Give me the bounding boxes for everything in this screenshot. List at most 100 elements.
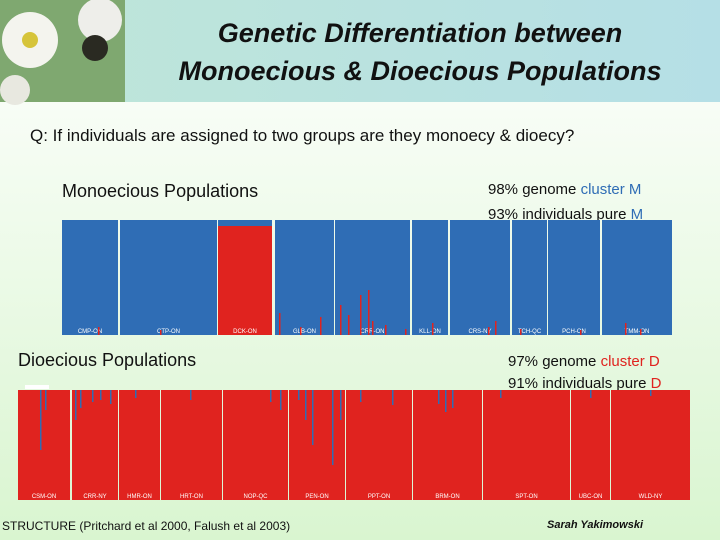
population-label: CMP-ON (78, 329, 102, 335)
question: Q: If individuals are assigned to two gr… (30, 126, 574, 145)
admixture (348, 315, 350, 335)
admixture (218, 220, 272, 226)
stat-highlight: cluster D (601, 353, 660, 370)
population-block (413, 390, 482, 500)
admixture (360, 390, 362, 402)
population-label: GLB-ON (293, 329, 316, 335)
admixture (372, 321, 374, 335)
stat-text: 93% individuals pure (488, 206, 631, 223)
admixture (305, 390, 307, 420)
stat: 98% genome cluster M (488, 181, 641, 198)
admixture (270, 390, 272, 402)
admixture (279, 313, 281, 335)
population-block (72, 390, 118, 500)
population-block (548, 220, 600, 335)
stat: 97% genome cluster D (508, 353, 660, 370)
admixture (520, 329, 522, 335)
section-heading: Monoecious Populations (62, 181, 258, 201)
admixture (190, 390, 192, 400)
population-label: NOP-QC (244, 494, 269, 500)
admixture (45, 390, 47, 410)
population-label: DCK-ON (233, 329, 257, 335)
population-label: SPT-ON (515, 494, 537, 500)
population-block (346, 390, 412, 500)
population-label: WLD-NY (639, 494, 663, 500)
admixture (280, 390, 282, 410)
population-block (161, 390, 222, 500)
citation: STRUCTURE (Pritchard et al 2000, Falush … (2, 519, 290, 533)
admixture (110, 390, 112, 404)
admixture (135, 390, 137, 398)
admixture (320, 317, 322, 335)
population-block (571, 390, 610, 500)
admixture (300, 327, 302, 335)
stat: 91% individuals pure D (508, 375, 662, 392)
population-label: CRR-NY (83, 494, 106, 500)
population-block (18, 390, 70, 500)
population-block (512, 220, 547, 335)
population-block (450, 220, 510, 335)
admixture (488, 327, 490, 335)
population-label: KLL-ON (419, 329, 441, 335)
stat-highlight: D (651, 375, 662, 392)
admixture (98, 327, 100, 335)
admixture (312, 390, 314, 445)
admixture (625, 323, 627, 335)
population-block (611, 390, 690, 500)
population-label: TCH-QC (518, 329, 542, 335)
population-label: HMR-ON (127, 494, 152, 500)
admixture (438, 390, 440, 404)
admixture (405, 329, 407, 335)
section-heading: Dioecious Populations (18, 350, 196, 370)
admixture (495, 321, 497, 335)
population-label: CSM-ON (32, 494, 56, 500)
admixture (80, 390, 82, 408)
admixture (340, 390, 342, 420)
admixture (580, 330, 582, 335)
population-block (602, 220, 672, 335)
population-label: PEN-ON (305, 494, 328, 500)
population-label: CTP-ON (157, 329, 180, 335)
stat-highlight: M (631, 206, 644, 223)
admixture (360, 295, 362, 335)
population-label: PCH-ON (562, 329, 586, 335)
admixture (160, 330, 162, 335)
stat-text: 98% genome (488, 181, 581, 198)
flower-image (0, 0, 125, 105)
population-label: TMM-ON (625, 329, 650, 335)
population-block (218, 220, 272, 335)
population-block (62, 220, 118, 335)
marker (25, 385, 49, 389)
author: Sarah Yakimowski (547, 519, 644, 531)
stat-text: 97% genome (508, 353, 601, 370)
admixture (432, 323, 434, 335)
population-block (412, 220, 448, 335)
admixture (340, 305, 342, 335)
population-block (120, 220, 217, 335)
population-label: HRT-ON (180, 494, 203, 500)
admixture (92, 390, 94, 402)
population-label: CRS-NY (468, 329, 491, 335)
admixture (500, 390, 502, 398)
admixture (452, 390, 454, 408)
admixture (75, 390, 77, 420)
admixture (392, 390, 394, 405)
population-block (223, 390, 288, 500)
population-label: UBC-ON (579, 494, 603, 500)
title: Monoecious & Dioecious Populations (178, 56, 661, 86)
stat-highlight: cluster M (581, 181, 642, 198)
population-block (119, 390, 160, 500)
title: Genetic Differentiation between (218, 18, 623, 48)
population-block (483, 390, 570, 500)
population-block (335, 220, 410, 335)
admixture (298, 390, 300, 400)
admixture (640, 329, 642, 335)
population-block (289, 390, 345, 500)
admixture (332, 390, 334, 465)
population-label: BRM-ON (435, 494, 459, 500)
population-label: PPT-ON (368, 494, 390, 500)
admixture (368, 290, 370, 335)
stat: 93% individuals pure M (488, 206, 643, 223)
admixture (40, 390, 42, 450)
